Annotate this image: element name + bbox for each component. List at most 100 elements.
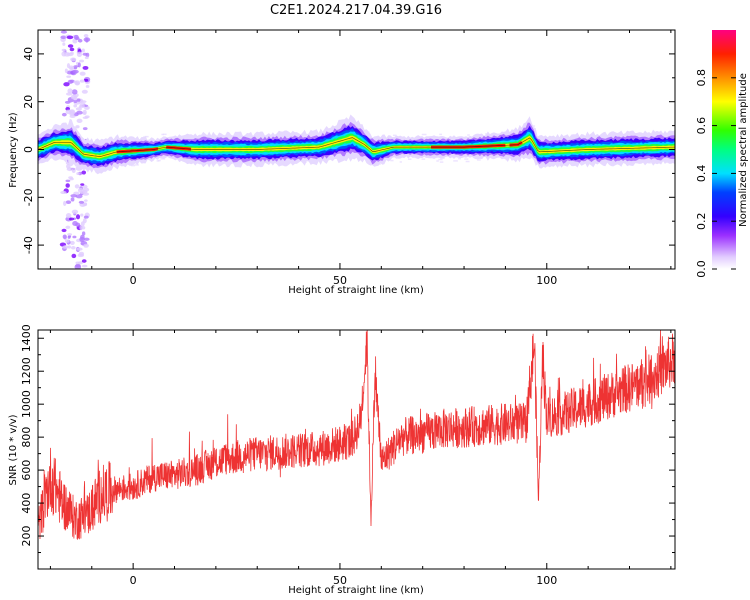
snr-series-line — [38, 330, 675, 541]
spectrogram-scatter-mark — [76, 118, 83, 124]
spectrogram-x-tick-label: 50 — [333, 274, 347, 287]
spectrogram-scatter-mark — [71, 253, 77, 259]
spectrogram-scatter-mark — [83, 243, 89, 248]
spectrogram-halo-mark — [161, 133, 164, 136]
spectrogram-x-axis-label: Height of straight line (km) — [288, 285, 424, 296]
colorbar-tick-label: 0.2 — [695, 212, 708, 230]
spectrogram-scatter-mark — [82, 116, 89, 120]
figure-title: C2E1.2024.217.04.39.G16 — [270, 3, 442, 18]
spectrogram-scatter-mark — [66, 63, 71, 69]
spectrogram-scatter-mark — [80, 183, 85, 186]
snr-y-ticks: 200 400 600 800 1000 1200 1400 — [20, 324, 675, 554]
spectrogram-scatter-mark — [70, 94, 77, 100]
spectrogram-scatter-mark — [60, 190, 67, 195]
snr-panel: 0 50 100 200 400 600 800 1000 1200 1400 Height o… — [8, 324, 676, 596]
spectrogram-halo-mark — [134, 164, 139, 166]
snr-x-tick-label: 50 — [333, 574, 347, 587]
spectrogram-halo-mark — [407, 158, 412, 160]
spectrogram-scatter-mark — [83, 237, 90, 241]
snr-frame — [37, 329, 676, 570]
spectrogram-halo-mark — [399, 161, 402, 163]
snr-y-tick-label: 1000 — [20, 390, 33, 418]
snr-y-tick-label: 800 — [20, 427, 33, 448]
spectrogram-halo-mark — [157, 159, 161, 162]
spectrogram-scatter-mark — [69, 47, 75, 52]
spectrogram-scatter-mark — [65, 109, 72, 115]
spectrogram-scatter-mark — [81, 264, 88, 268]
spectrogram-halo-mark — [477, 159, 481, 161]
spectrogram-scatter-mark — [76, 110, 83, 115]
spectrogram-halo-mark — [438, 158, 443, 161]
spectrogram-scatter-mark — [62, 234, 67, 240]
spectrogram-halo-mark — [392, 134, 397, 137]
spectrogram-scatter-mark — [81, 48, 85, 53]
spectrogram-scatter-mark — [82, 127, 88, 131]
spectrogram-scatter-mark — [71, 209, 79, 214]
spectrogram-scatter-mark — [73, 66, 78, 70]
spectrogram-halo-mark — [465, 160, 470, 163]
spectrogram-halo-mark — [649, 162, 652, 164]
spectrogram-scatter-mark — [71, 89, 78, 95]
colorbar-tick-label: 0.8 — [695, 69, 708, 87]
spectrogram-x-tick-label: 100 — [536, 274, 557, 287]
spectrogram-scatter-mark — [81, 231, 86, 236]
spectrogram-scatter-mark — [76, 51, 83, 58]
spectrogram-scatter-mark — [65, 179, 71, 183]
snr-y-tick-label: 400 — [20, 493, 33, 514]
colorbar-tick-label: 0.4 — [695, 165, 708, 183]
spectrogram-scatter-mark — [60, 30, 68, 34]
spectrogram-scatter-mark — [74, 37, 80, 40]
spectrogram-scatter-mark — [75, 125, 80, 129]
spectrogram-scatter-mark — [70, 197, 75, 202]
spectrogram-halo-mark — [162, 133, 167, 136]
spectrogram-ridge-line — [38, 137, 675, 157]
spectrogram-scatter-mark — [79, 225, 83, 231]
spectrogram-scatter-mark — [60, 35, 67, 40]
spectrogram-scatter-mark — [67, 235, 72, 238]
spectrogram-scatter-mark — [62, 245, 69, 249]
spectrogram-halo-mark — [665, 161, 670, 164]
spectrogram-y-tick-label: 20 — [22, 95, 35, 109]
spectrogram-scatter-mark — [68, 217, 75, 221]
spectrogram-scatter-mark — [67, 44, 74, 48]
spectrogram-scatter-mark — [85, 37, 89, 43]
spectrogram-halo-mark — [131, 164, 136, 167]
spectrogram-scatter-mark — [66, 35, 74, 40]
spectrogram-scatter-mark — [77, 62, 81, 68]
spectrogram-scatter-mark — [70, 57, 77, 62]
spectrogram-y-tick-label: -20 — [22, 188, 35, 206]
spectrogram-ridge-band-4 — [38, 131, 675, 162]
spectrogram-scatter-mark — [81, 170, 87, 175]
spectrogram-scatter-mark — [79, 71, 86, 76]
spectrogram-scatter-mark — [64, 68, 68, 74]
spectrogram-scatter-mark — [76, 172, 80, 176]
spectrogram-scatter-mark — [66, 75, 72, 78]
spectrogram-scatter-mark — [69, 114, 76, 118]
spectrogram-scatter-mark — [81, 259, 87, 263]
spectrogram-scatter-mark — [73, 104, 78, 108]
spectrogram-scatter-mark — [61, 228, 67, 233]
spectrogram-scatter-mark — [75, 214, 81, 220]
spectrogram-scatter-mark — [72, 235, 77, 239]
spectrogram-x-tick-label: 0 — [130, 274, 137, 287]
spectrogram-halo-mark — [458, 157, 462, 160]
colorbar-ticks: 0.0 0.2 0.4 0.6 0.8 — [695, 69, 736, 278]
snr-x-ticks: 0 50 100 — [49, 330, 672, 587]
spectrogram-scatter-mark — [76, 247, 83, 251]
spectrogram-scatter-mark — [72, 69, 79, 74]
spectrogram-scatter-mark — [73, 80, 78, 84]
spectrogram-halo-mark — [421, 158, 426, 160]
spectrogram-halo-mark — [453, 160, 458, 162]
spectrogram-halo-mark — [421, 133, 427, 136]
spectrogram-halo-mark — [436, 160, 439, 162]
spectrogram-scatter-mark — [83, 34, 89, 38]
spectrogram-scatter-mark — [85, 85, 90, 88]
spectrogram-scatter-mark — [81, 89, 88, 94]
spectrogram-y-tick-label: 0 — [22, 146, 35, 153]
spectrogram-scatter-mark — [79, 236, 85, 242]
colorbar — [712, 30, 736, 269]
spectrogram-scatter-mark — [78, 251, 85, 256]
snr-y-tick-label: 1400 — [20, 324, 33, 352]
spectrogram-scatter-mark — [79, 104, 85, 108]
